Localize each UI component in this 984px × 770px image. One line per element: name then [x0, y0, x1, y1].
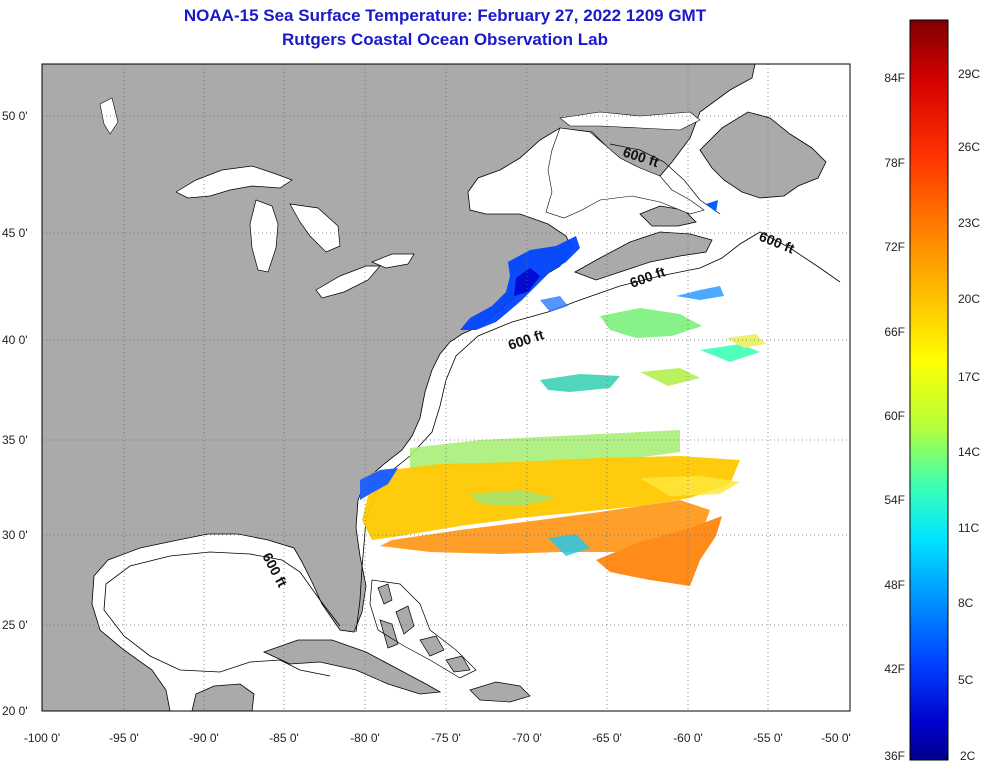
colorbar-f-label: 42F [884, 662, 905, 676]
lat-label: 20 0' [2, 704, 28, 718]
colorbar-c-label: 11C [958, 521, 979, 535]
bahamas-bank [369, 579, 477, 679]
colorbar-f-label: 84F [884, 71, 905, 85]
colorbar-c-label: 5C [958, 673, 974, 687]
yucatan-land [191, 683, 255, 711]
sst-cold-region [460, 200, 724, 330]
lon-label: -70 0' [512, 731, 542, 745]
latitude-axis: 50 0' 45 0' 40 0' 35 0' 30 0' 25 0' 20 0… [2, 109, 28, 718]
lon-label: -85 0' [269, 731, 299, 745]
lat-label: 25 0' [2, 618, 28, 632]
map-title: NOAA-15 Sea Surface Temperature: Februar… [183, 6, 707, 25]
cuba-land [262, 639, 442, 695]
colorbar-f-label: 66F [884, 325, 905, 339]
temperature-colorbar [909, 19, 949, 761]
map-frame [41, 63, 851, 712]
lat-label: 35 0' [2, 433, 28, 447]
newfoundland-land [699, 111, 827, 199]
lon-label: -50 0' [821, 731, 851, 745]
lat-label: 30 0' [2, 528, 28, 542]
lon-label: -80 0' [350, 731, 380, 745]
lon-label: -95 0' [109, 731, 139, 745]
lat-label: 45 0' [2, 226, 28, 240]
lon-label: -55 0' [753, 731, 783, 745]
northern-water [559, 111, 701, 131]
northern-isobath [609, 143, 721, 215]
lake-winnipeg [99, 97, 119, 135]
graticule [42, 64, 850, 711]
colorbar-c-label: 8C [958, 596, 974, 610]
lat-label: 50 0' [2, 109, 28, 123]
bahamas-islands [377, 583, 471, 673]
lake-michigan [249, 199, 279, 273]
longitude-axis: -100 0' -95 0' -90 0' -85 0' -80 0' -75 … [24, 731, 851, 745]
colorbar-f-label: 48F [884, 578, 905, 592]
colorbar-f-label: 72F [884, 240, 905, 254]
lon-label: -90 0' [189, 731, 219, 745]
lon-label: -75 0' [431, 731, 461, 745]
colorbar-c-label: 2C [960, 749, 976, 763]
hispaniola-land [469, 681, 531, 703]
lake-huron [289, 203, 341, 253]
map-subtitle: Rutgers Coastal Ocean Observation Lab [282, 30, 608, 49]
nova-scotia-land [574, 231, 713, 281]
colorbar-f-label: 54F [884, 493, 905, 507]
colorbar-f-label: 60F [884, 409, 905, 423]
sst-warm-region [360, 430, 740, 586]
lon-label: -65 0' [592, 731, 622, 745]
colorbar-c-label: 26C [958, 140, 980, 154]
lon-label: -100 0' [24, 731, 60, 745]
lon-label: -60 0' [673, 731, 703, 745]
sst-mid-region [540, 308, 766, 392]
colorbar-celsius-labels: 29C 26C 23C 20C 17C 14C 11C 8C 5C 2C [958, 67, 980, 763]
colorbar-fahrenheit-labels: 84F 78F 72F 66F 60F 54F 48F 42F 36F [884, 71, 905, 763]
colorbar-c-label: 29C [958, 67, 980, 81]
colorbar-c-label: 14C [958, 445, 980, 459]
gulf-isobath [103, 551, 341, 677]
lake-erie [315, 265, 381, 299]
colorbar-c-label: 17C [958, 370, 980, 384]
lake-ontario [371, 253, 415, 269]
colorbar-c-label: 23C [958, 216, 980, 230]
lake-superior [175, 165, 293, 199]
lat-label: 40 0' [2, 333, 28, 347]
colorbar-c-label: 20C [958, 292, 980, 306]
colorbar-f-label: 36F [884, 749, 905, 763]
colorbar-f-label: 78F [884, 156, 905, 170]
gulf-st-lawrence [545, 127, 705, 219]
